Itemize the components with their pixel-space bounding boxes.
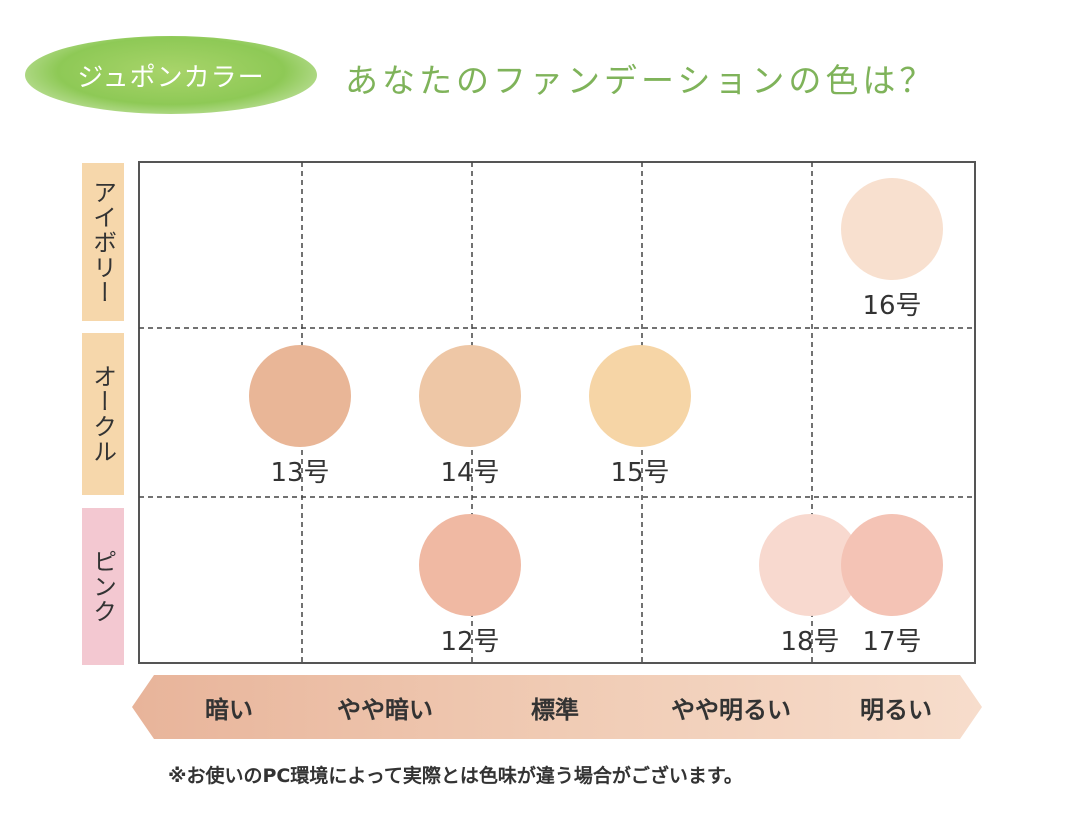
scale-label: 暗い: [205, 696, 253, 724]
shade-swatch: [419, 345, 521, 447]
shade-label: 17号: [862, 627, 921, 657]
footnote: ※お使いのPC環境によって実際とは色味が違う場合がございます。: [168, 765, 743, 787]
shade-swatch: [759, 514, 861, 616]
scale-label: やや暗い: [337, 696, 433, 724]
scale-label: 標準: [531, 696, 579, 724]
shade-label: 15号: [610, 458, 669, 488]
header-badge-label: ジュポンカラー: [77, 62, 265, 93]
row-label-ochre: オークル: [82, 333, 124, 495]
shade-swatch: [841, 178, 943, 280]
row-label-ivory: アイボリー: [82, 163, 124, 321]
brightness-scale-bar: [132, 675, 982, 739]
shade-swatch: [249, 345, 351, 447]
row-label-pink: ピンク: [82, 508, 124, 665]
scale-label: やや明るい: [671, 696, 791, 724]
header-badge: ジュポンカラー: [25, 36, 317, 114]
shade-label: 13号: [270, 458, 329, 488]
shade-label: 16号: [862, 291, 921, 321]
page-title: あなたのファンデーションの色は？: [345, 61, 937, 100]
scale-label: 明るい: [860, 696, 932, 724]
shade-label: 14号: [440, 458, 499, 488]
shade-label: 18号: [780, 627, 839, 657]
shade-swatch: [841, 514, 943, 616]
shade-swatch: [589, 345, 691, 447]
shade-swatch: [419, 514, 521, 616]
shade-label: 12号: [440, 627, 499, 657]
grid-border: [138, 161, 976, 664]
